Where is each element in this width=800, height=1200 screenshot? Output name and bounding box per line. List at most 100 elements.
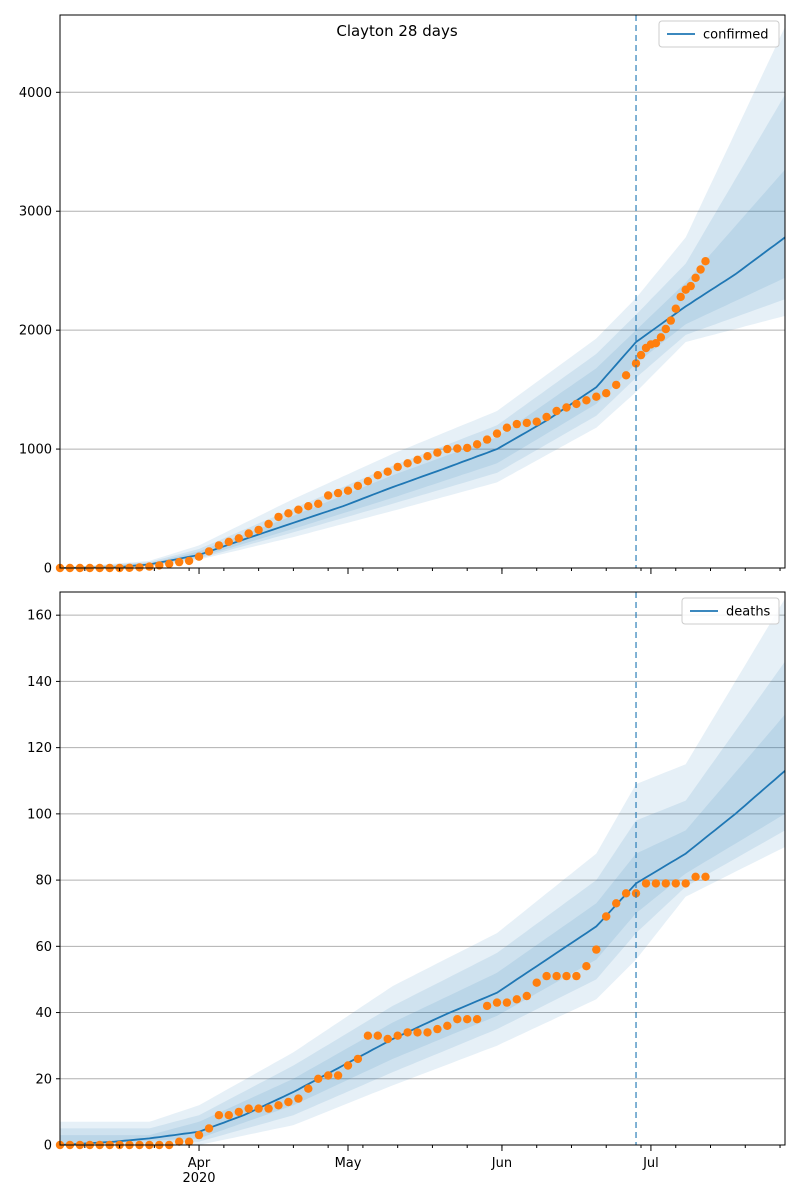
- y-tick-label: 120: [27, 741, 52, 756]
- observed-point: [661, 879, 670, 888]
- observed-point: [244, 529, 253, 538]
- observed-point: [343, 486, 353, 495]
- observed-point: [175, 1137, 184, 1146]
- observed-point: [413, 455, 422, 464]
- observed-point: [373, 1031, 382, 1040]
- observed-point: [274, 512, 283, 522]
- observed-point: [175, 557, 184, 567]
- observed-point: [562, 403, 571, 412]
- observed-point: [552, 406, 561, 416]
- observed-point: [671, 304, 680, 313]
- observed-point: [204, 1124, 214, 1133]
- observed-point: [701, 872, 710, 881]
- y-tick-label: 140: [27, 675, 52, 690]
- observed-point: [234, 1107, 243, 1117]
- axes-frame: [59, 591, 786, 1146]
- observed-point: [686, 281, 695, 291]
- y-tick-label: 2000: [19, 324, 52, 339]
- observed-point: [612, 380, 621, 390]
- y-tick-label: 160: [27, 609, 52, 624]
- observed-point: [403, 1028, 412, 1037]
- observed-point: [333, 1071, 343, 1080]
- y-tick-label: 80: [35, 874, 52, 889]
- legend-label: deaths: [726, 605, 771, 620]
- observed-point: [383, 467, 392, 476]
- observed-point: [661, 324, 670, 334]
- observed-point: [433, 448, 442, 457]
- uncertainty-band: [60, 26, 785, 568]
- observed-point: [264, 1104, 273, 1113]
- model-line: [59, 770, 786, 1146]
- observed-point: [194, 552, 204, 561]
- chart-title: Clayton 28 days: [336, 22, 457, 40]
- observed-point: [463, 1015, 472, 1024]
- observed-point: [512, 419, 521, 429]
- observed-point: [383, 1034, 392, 1044]
- observed-point: [443, 444, 452, 454]
- x-tick-sublabel: 2020: [182, 1171, 215, 1186]
- observed-point: [701, 257, 710, 266]
- observed-point: [502, 423, 512, 432]
- observed-point: [512, 995, 521, 1004]
- observed-point: [552, 971, 561, 981]
- observed-point: [304, 502, 313, 511]
- observed-point: [284, 1097, 293, 1107]
- observed-point: [353, 1054, 363, 1064]
- observed-point: [204, 547, 214, 556]
- observed-point: [254, 1104, 263, 1113]
- observed-point: [214, 1111, 224, 1120]
- observed-point: [423, 1028, 432, 1037]
- confirmed-panel: 0 1000 2000 3000 4000 confirmed: [19, 14, 786, 577]
- observed-point: [621, 371, 631, 380]
- observed-point: [681, 879, 690, 888]
- observed-point: [656, 333, 666, 342]
- legend-label: confirmed: [703, 28, 769, 43]
- observed-point: [165, 559, 174, 568]
- observed-point: [631, 359, 641, 368]
- observed-point: [492, 429, 502, 438]
- observed-point: [135, 563, 144, 572]
- observed-point: [284, 509, 293, 518]
- uncertainty-band: [60, 94, 785, 568]
- observed-point: [463, 443, 472, 453]
- observed-point: [423, 452, 432, 461]
- legend-box: [658, 20, 780, 48]
- observed-point: [691, 273, 700, 282]
- observed-point: [393, 1031, 402, 1040]
- observed-point: [472, 440, 482, 449]
- observed-point: [324, 491, 333, 500]
- observed-point: [453, 444, 462, 453]
- observed-point: [184, 1137, 194, 1146]
- observed-point: [502, 998, 512, 1007]
- observed-point: [353, 481, 363, 491]
- observed-point: [224, 537, 233, 546]
- observed-point: [194, 1130, 204, 1140]
- observed-point: [294, 505, 303, 514]
- observed-point: [184, 556, 194, 566]
- y-tick-label: 100: [27, 807, 52, 822]
- y-tick-label: 4000: [19, 86, 52, 101]
- observed-point: [671, 879, 680, 888]
- observed-point: [582, 396, 591, 405]
- observed-point: [244, 1104, 253, 1113]
- observed-point: [472, 1015, 482, 1024]
- observed-point: [254, 525, 263, 535]
- observed-point: [532, 978, 541, 987]
- observed-point: [522, 418, 531, 428]
- observed-point: [403, 459, 412, 468]
- y-tick-label: 0: [44, 1139, 52, 1154]
- observed-point: [294, 1094, 303, 1103]
- observed-point: [274, 1101, 283, 1110]
- x-tick-label: Jul: [642, 1156, 659, 1171]
- observed-point: [636, 350, 646, 360]
- observed-point: [413, 1028, 422, 1037]
- y-tick-label: 1000: [19, 443, 52, 458]
- observed-point: [651, 339, 661, 348]
- observed-point: [602, 912, 611, 921]
- observed-point: [666, 316, 675, 325]
- observed-point: [612, 899, 621, 908]
- observed-point: [314, 499, 323, 508]
- observed-point: [542, 971, 551, 981]
- observed-point: [443, 1021, 452, 1030]
